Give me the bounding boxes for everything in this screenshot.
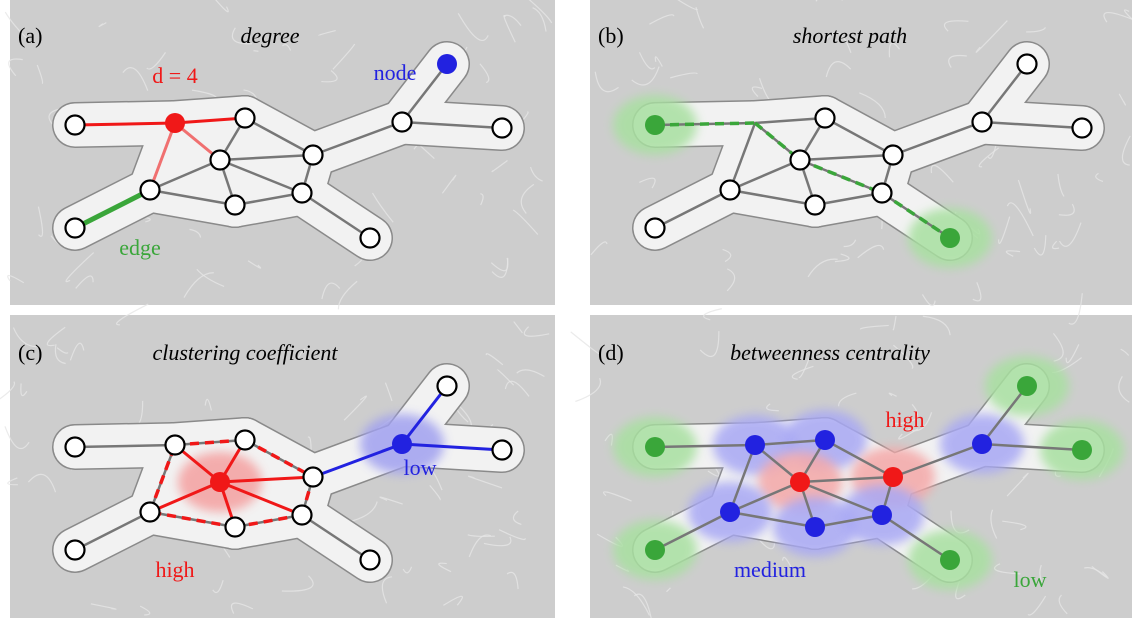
panel-label: (b) (598, 23, 624, 48)
panel-label: (a) (18, 23, 42, 48)
node (815, 430, 835, 450)
node (66, 219, 85, 238)
node (883, 467, 903, 487)
node (805, 517, 825, 537)
node (165, 113, 185, 133)
node (1073, 119, 1092, 138)
figure: (a) degree d = 4 node edge (b) shortest path (c… (0, 0, 1132, 618)
node (226, 518, 245, 537)
node (972, 434, 992, 454)
panel-title: shortest path (793, 23, 907, 48)
node (645, 437, 665, 457)
node (438, 377, 457, 396)
node (236, 109, 255, 128)
node (304, 146, 323, 165)
node (720, 502, 740, 522)
annotation: high (155, 557, 194, 582)
panel-title: clustering coefficient (152, 340, 338, 365)
node (790, 472, 810, 492)
node (791, 151, 810, 170)
node (493, 441, 512, 460)
node (66, 116, 85, 135)
node (361, 551, 380, 570)
node (166, 436, 185, 455)
panel-title: degree (240, 23, 299, 48)
panel-label: (d) (598, 340, 624, 365)
annotation: high (885, 407, 924, 432)
node (392, 434, 412, 454)
node (1017, 376, 1037, 396)
node (66, 438, 85, 457)
node (226, 196, 245, 215)
node (141, 503, 160, 522)
node (210, 472, 230, 492)
texture (253, 51, 258, 52)
annotation: edge (119, 235, 161, 260)
node (66, 541, 85, 560)
node (1018, 55, 1037, 74)
node (361, 229, 380, 248)
node (940, 228, 960, 248)
node (721, 181, 740, 200)
node (806, 196, 825, 215)
node (1072, 440, 1092, 460)
annotation: low (1014, 567, 1047, 592)
node (141, 181, 160, 200)
node (437, 54, 457, 74)
node (940, 550, 960, 570)
node (873, 184, 892, 203)
annotation: d = 4 (152, 63, 197, 88)
node (884, 146, 903, 165)
panel-label: (c) (18, 340, 42, 365)
node (646, 219, 665, 238)
node (973, 113, 992, 132)
node (645, 540, 665, 560)
node (393, 113, 412, 132)
node (645, 115, 665, 135)
node (304, 468, 323, 487)
node (293, 506, 312, 525)
edge (75, 123, 175, 125)
annotation: node (374, 60, 417, 85)
node (293, 184, 312, 203)
node (745, 435, 765, 455)
node (493, 119, 512, 138)
annotation: medium (734, 557, 806, 582)
node (816, 109, 835, 128)
node (211, 151, 230, 170)
node (872, 505, 892, 525)
annotation: low (404, 455, 437, 480)
node (236, 431, 255, 450)
panel-title: betweenness centrality (730, 340, 930, 365)
